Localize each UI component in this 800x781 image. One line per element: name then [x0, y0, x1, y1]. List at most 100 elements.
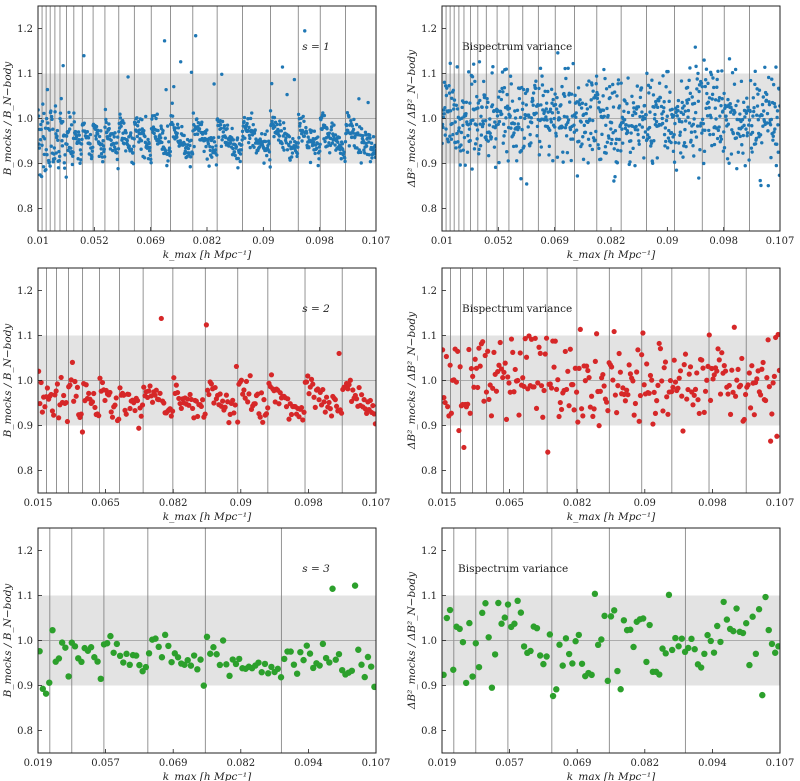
data-point — [175, 122, 180, 127]
data-point — [361, 673, 368, 681]
data-point — [682, 351, 689, 357]
data-point — [539, 145, 543, 149]
data-point — [316, 135, 320, 139]
panel-p3: 0.80.91.01.11.20.015 0.065 0.082 0.09 0.098 0… — [2, 267, 390, 523]
data-point — [688, 91, 693, 96]
data-point — [455, 131, 459, 136]
data-point — [308, 376, 315, 382]
data-point — [550, 111, 555, 115]
data-point — [480, 339, 486, 345]
data-point — [509, 82, 514, 86]
data-point — [653, 112, 657, 117]
data-point — [751, 114, 755, 118]
data-point — [91, 145, 95, 150]
data-point — [466, 346, 472, 353]
data-point — [240, 138, 244, 142]
data-point — [368, 159, 373, 164]
y-tick-label: 1.1 — [421, 331, 437, 342]
data-point — [38, 368, 42, 374]
data-point — [502, 85, 507, 90]
data-point — [555, 95, 559, 100]
data-point — [688, 635, 695, 643]
data-point — [300, 417, 306, 423]
data-point — [553, 386, 560, 392]
data-point — [495, 114, 500, 118]
data-point — [495, 369, 501, 375]
data-point — [702, 149, 707, 154]
data-point — [498, 109, 503, 114]
data-point — [750, 124, 754, 128]
data-point — [555, 377, 561, 383]
data-point — [351, 131, 355, 135]
data-point — [333, 133, 338, 137]
y-tick-label: 1.1 — [17, 69, 33, 80]
data-point — [552, 116, 557, 121]
data-point — [305, 373, 311, 379]
data-point — [771, 134, 775, 138]
data-point — [621, 120, 625, 125]
data-point — [332, 123, 336, 127]
data-point — [583, 363, 590, 369]
data-point — [370, 156, 374, 160]
data-point — [290, 151, 295, 155]
data-point — [538, 139, 542, 144]
data-point — [655, 105, 660, 110]
data-point — [682, 141, 687, 145]
data-point — [607, 613, 615, 620]
data-point — [359, 127, 364, 131]
data-point — [556, 641, 563, 648]
data-point — [498, 89, 502, 94]
data-point — [765, 111, 770, 116]
data-point — [146, 388, 152, 394]
data-point — [126, 391, 132, 398]
data-point — [453, 379, 459, 385]
data-point — [124, 149, 128, 153]
data-point — [631, 113, 635, 118]
data-point — [562, 635, 570, 642]
data-point — [140, 117, 144, 122]
data-point — [619, 149, 623, 153]
data-point — [479, 609, 486, 617]
data-point — [771, 373, 777, 379]
data-point — [97, 134, 102, 139]
x-tick-label: 0.065 — [495, 498, 524, 509]
data-point — [346, 382, 352, 388]
data-point — [132, 144, 136, 148]
data-point — [695, 124, 700, 128]
data-point — [578, 660, 586, 667]
panel-p6: 0.80.91.01.11.20.019 0.057 0.069 0.082 0.094… — [406, 527, 794, 781]
data-point — [115, 157, 120, 162]
data-point — [636, 105, 641, 109]
data-point — [563, 125, 568, 130]
data-point — [359, 150, 363, 155]
data-point — [720, 598, 727, 606]
data-point — [232, 660, 240, 668]
data-point — [493, 388, 500, 394]
data-point — [301, 409, 307, 415]
data-point — [571, 61, 575, 66]
data-point — [675, 385, 681, 391]
data-point — [442, 347, 446, 353]
data-point — [759, 366, 765, 372]
data-point — [309, 129, 314, 133]
data-point — [206, 391, 212, 398]
data-point — [536, 344, 542, 350]
data-point — [776, 123, 780, 127]
data-point — [574, 115, 578, 119]
data-point — [203, 131, 208, 135]
data-point — [39, 174, 44, 179]
data-point — [162, 151, 166, 156]
x-tick-label: 0.098 — [294, 498, 323, 509]
data-point — [348, 131, 353, 136]
data-point — [336, 140, 340, 144]
data-point — [719, 137, 724, 141]
data-point — [707, 105, 711, 110]
data-point — [248, 116, 253, 121]
data-point — [364, 141, 368, 146]
data-point — [716, 357, 722, 363]
data-point — [478, 98, 482, 103]
data-point — [97, 375, 103, 381]
data-point — [161, 128, 165, 133]
data-point — [212, 140, 217, 144]
data-point — [709, 115, 713, 120]
